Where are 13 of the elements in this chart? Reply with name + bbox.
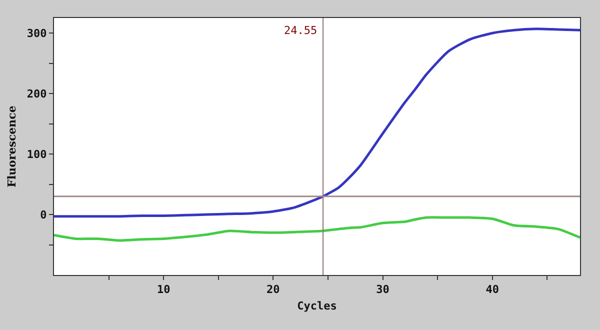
x-axis-title: Cycles: [297, 299, 337, 312]
x-tick-label: 30: [376, 283, 390, 296]
y-tick-label: 0: [40, 208, 47, 222]
line-series: [54, 216, 580, 242]
ref-line-label: 24.55: [284, 24, 318, 37]
y-tick-label: 300: [26, 26, 47, 40]
y-tick-label: 100: [26, 148, 47, 161]
line-series: [54, 28, 580, 218]
x-tick-label: 20: [266, 283, 280, 296]
y-axis-title: Fluorescence: [6, 106, 19, 188]
x-tick-label: 10: [156, 283, 170, 296]
x-tick-label: 40: [486, 283, 499, 296]
y-tick-label: 200: [26, 87, 47, 100]
